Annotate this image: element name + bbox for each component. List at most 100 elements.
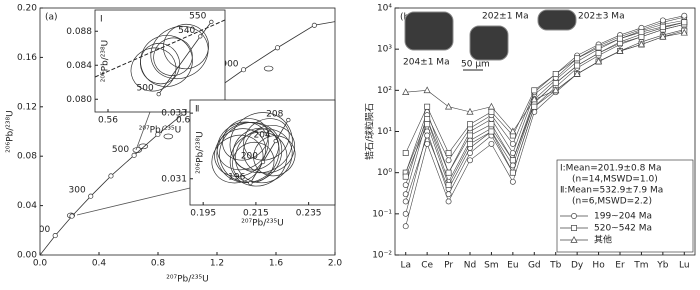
marker xyxy=(573,70,581,77)
age-label: 208 xyxy=(266,110,283,120)
age-marker xyxy=(52,233,58,239)
age-label: 550 xyxy=(189,11,206,21)
legend-box xyxy=(556,159,694,253)
error-ellipse xyxy=(211,134,264,184)
y-tick-label: 10⁻¹ xyxy=(372,209,392,219)
legend-note: Ⅰ:Mean=201.9±0.8 Ma xyxy=(560,164,662,174)
marker xyxy=(659,23,666,30)
age-label: 500 xyxy=(137,84,154,94)
zircon-photo xyxy=(537,9,577,31)
y-axis-title: ²⁰⁶Pb/²³⁸U xyxy=(101,40,111,82)
x-tick-label: Gd xyxy=(528,261,541,271)
legend-label: 其他 xyxy=(594,234,612,246)
y-tick-label: 0.033 xyxy=(161,109,187,119)
marker xyxy=(487,102,496,110)
x-tick-label: Tm xyxy=(633,261,648,271)
photo-label: 202±1 Ma xyxy=(482,12,529,22)
x-tick-label: Ho xyxy=(592,261,605,271)
age-marker xyxy=(69,213,75,219)
marker xyxy=(571,213,577,219)
x-tick-label: 0.0 xyxy=(33,259,48,269)
y-tick-label: 10⁰ xyxy=(377,168,392,178)
marker xyxy=(445,169,452,176)
marker xyxy=(617,35,623,42)
y-tick-label: 0.16 xyxy=(17,53,37,63)
age-label: 204 xyxy=(253,131,270,141)
error-ellipse xyxy=(253,135,296,177)
y-axis-title: ²⁰⁶Pb/²³⁸U xyxy=(6,110,16,152)
sample-line xyxy=(405,16,685,174)
marker xyxy=(424,103,431,110)
marker xyxy=(509,140,516,147)
x-tick-label: 0.56 xyxy=(98,116,118,126)
y-tick-label: 0.084 xyxy=(66,61,92,71)
marker xyxy=(680,28,688,36)
age-marker xyxy=(248,180,253,186)
y-tick-label: 10⁴ xyxy=(377,4,392,14)
marker xyxy=(552,80,559,87)
connector xyxy=(135,111,151,151)
marker xyxy=(467,157,473,164)
marker xyxy=(595,50,602,57)
error-ellipse xyxy=(139,42,181,85)
marker xyxy=(402,88,410,95)
age-marker xyxy=(260,159,266,165)
x-tick-label: Tb xyxy=(549,261,561,271)
x-axis-title: ²⁰⁷Pb/²³⁵U xyxy=(166,275,208,285)
marker xyxy=(531,87,538,94)
marker xyxy=(571,225,577,231)
marker xyxy=(681,12,688,19)
age-marker xyxy=(241,67,247,73)
marker xyxy=(424,140,431,147)
x-tick-label: Pr xyxy=(444,261,453,271)
marker xyxy=(509,127,517,135)
plot-area xyxy=(402,12,688,230)
age-marker xyxy=(311,22,317,28)
x-tick-label: 1.6 xyxy=(269,259,284,269)
marker xyxy=(402,182,409,189)
age-label: 196 xyxy=(228,173,245,183)
legend-note: (n=14,MSWD=1.0) xyxy=(572,175,658,185)
age-marker xyxy=(274,45,281,51)
x-axis-title: ²⁰⁷Pb/²³⁵U xyxy=(139,126,181,136)
photo-label: 202±3 Ma xyxy=(578,12,625,22)
age-marker xyxy=(209,19,214,25)
marker xyxy=(424,132,431,139)
legend-note: (n=6,MSWD=2.2) xyxy=(572,197,652,207)
error-ellipse xyxy=(243,125,295,174)
y-tick-label: 10² xyxy=(377,86,392,96)
marker xyxy=(552,71,559,77)
y-tick-label: 0.04 xyxy=(17,201,37,211)
photo-label: 204±1 Ma xyxy=(403,58,450,68)
marker xyxy=(402,198,409,205)
age-label: 900 xyxy=(221,59,238,69)
sample-line xyxy=(405,21,685,154)
error-ellipse xyxy=(163,23,209,70)
inset-label: Ⅱ xyxy=(195,105,199,115)
marker xyxy=(530,95,538,103)
x-tick-label: 2.0 xyxy=(328,259,343,269)
age-marker xyxy=(88,193,94,199)
sample-line xyxy=(405,29,685,227)
marker xyxy=(445,157,452,164)
age-marker xyxy=(131,152,137,158)
age-label: 300 xyxy=(69,186,86,196)
marker xyxy=(488,128,495,135)
x-tick-label: Ce xyxy=(421,261,433,271)
x-tick-label: Er xyxy=(615,261,625,271)
age-label: 100 xyxy=(33,225,50,235)
marker xyxy=(570,236,578,243)
error-ellipse xyxy=(150,25,209,80)
sample-line xyxy=(405,20,685,195)
marker xyxy=(637,40,646,48)
age-label: 540 xyxy=(178,26,195,36)
marker xyxy=(445,150,452,156)
marker xyxy=(681,19,688,26)
x-tick-label: 0.195 xyxy=(190,209,216,219)
y-tick-label: 0.12 xyxy=(17,102,37,112)
x-tick-label: 0.4 xyxy=(92,259,107,269)
age-marker xyxy=(155,131,161,138)
marker xyxy=(574,55,581,62)
marker xyxy=(659,32,667,40)
